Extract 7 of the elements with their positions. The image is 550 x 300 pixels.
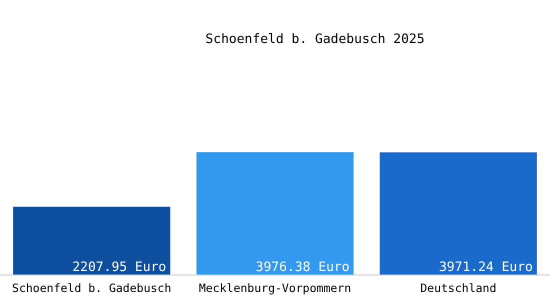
x-tick-label: Mecklenburg-Vorpommern bbox=[198, 281, 352, 295]
x-tick-label: Deutschland bbox=[420, 281, 496, 295]
data-label: 2207.95 Euro bbox=[72, 260, 166, 275]
chart-title: Schoenfeld b. Gadebusch 2025 bbox=[205, 32, 425, 47]
x-tick-label: Schoenfeld b. Gadebusch bbox=[12, 281, 172, 295]
data-label: 3976.38 Euro bbox=[256, 260, 350, 275]
data-label: 3971.24 Euro bbox=[438, 260, 533, 275]
